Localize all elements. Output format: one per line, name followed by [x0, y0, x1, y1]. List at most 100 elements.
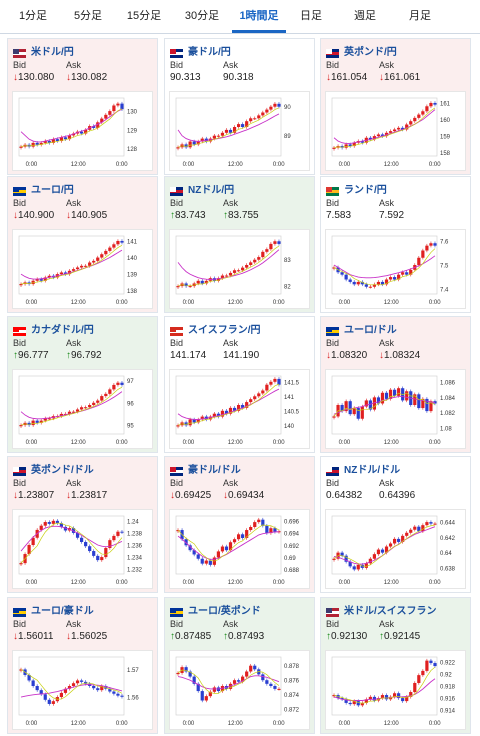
rate-chart[interactable]: 141.5 141 140.5 140 0:00 12:00 0:00 — [169, 369, 310, 449]
rate-chart[interactable]: 1.57 1.56 0:00 12:00 0:00 — [12, 650, 153, 730]
rate-card[interactable]: ユーロ/ドル Bid Ask ↓1.08320 ↓1.08324 1.086 1.084 1.… — [320, 316, 471, 453]
rate-chart[interactable]: 1.086 1.084 1.082 1.08 0:00 12:00 0:00 — [325, 369, 466, 449]
rate-chart[interactable]: 7.6 7.5 7.4 0:00 12:00 0:00 — [325, 229, 466, 309]
rate-chart[interactable]: 1.24 1.238 1.236 1.234 1.232 0:00 12:00 0:00 — [12, 509, 153, 589]
candle — [265, 525, 269, 534]
tab-3[interactable]: 15分足 — [126, 10, 162, 22]
ask-label: Ask — [379, 619, 395, 629]
rate-chart[interactable]: 83 82 0:00 12:00 0:00 — [169, 229, 310, 309]
candle — [196, 280, 200, 284]
rate-card[interactable]: 英ポンド/ドル Bid Ask ↓1.23807 ↓1.23817 1.24 1.238 1.… — [7, 456, 158, 593]
arrow-down-icon: ↓ — [379, 72, 384, 83]
plot-frame — [18, 656, 125, 716]
candle — [192, 550, 196, 555]
rate-card[interactable]: カナダドル/円 Bid Ask ↑96.777 ↑96.792 97 96 95 0:00 12:… — [7, 316, 158, 453]
tab-7[interactable]: 週足 — [354, 10, 376, 22]
rate-card[interactable]: 英ポンド/円 Bid Ask ↓161.054 ↓161.061 161 160 159 158… — [320, 38, 471, 175]
rate-chart[interactable]: 0.644 0.642 0.64 0.638 0:00 12:00 0:00 — [325, 509, 466, 589]
short-moving-average-line — [20, 522, 123, 564]
pair-title[interactable]: 米ドル/スイスフラン — [344, 606, 437, 617]
ask-value: 90.318 — [223, 72, 254, 83]
tab-1[interactable]: 1分足 — [18, 10, 48, 22]
tab-5[interactable]: 1時間足 — [232, 0, 286, 33]
rate-card[interactable]: ユーロ/英ポンド Bid Ask ↑0.87485 ↑0.87493 0.878 0.876… — [164, 597, 315, 734]
pair-title[interactable]: 米ドル/円 — [31, 47, 74, 58]
candle — [220, 410, 225, 417]
tab-6[interactable]: 日足 — [300, 10, 322, 22]
moving-average-line — [20, 525, 123, 552]
rate-card[interactable]: NZドル/ドル Bid Ask 0.64382 0.64396 0.644 0.642 0.6… — [320, 456, 471, 593]
candle — [116, 531, 120, 536]
pair-title[interactable]: ユーロ/豪ドル — [31, 606, 94, 617]
rate-chart[interactable]: 161 160 159 158 0:00 12:00 0:00 — [325, 91, 466, 171]
pair-title[interactable]: 豪ドル/ドル — [188, 465, 241, 476]
pair-title[interactable]: 英ポンド/円 — [344, 47, 397, 58]
ask-value-wrap: ↓161.061 — [379, 72, 420, 83]
pair-title[interactable]: ユーロ/円 — [31, 185, 74, 196]
y-tick-label: 1.08 — [440, 426, 452, 432]
ask-label: Ask — [223, 338, 239, 348]
candle — [79, 265, 84, 268]
candle — [192, 419, 196, 423]
pair-title[interactable]: 豪ドル/円 — [188, 47, 231, 58]
pair-title[interactable]: ユーロ/ドル — [344, 325, 397, 336]
rate-card[interactable]: ユーロ/豪ドル Bid Ask ↓1.56011 ↓1.56025 1.57 1.56 0:0… — [7, 597, 158, 734]
candle — [55, 520, 59, 524]
pair-title[interactable]: ユーロ/英ポンド — [188, 606, 261, 617]
rate-chart[interactable]: 90 89 0:00 12:00 0:00 — [169, 91, 310, 171]
candle — [120, 382, 124, 385]
candle — [364, 699, 368, 703]
candle — [236, 680, 241, 682]
rate-chart[interactable]: 141 140 139 138 0:00 12:00 0:00 — [12, 229, 153, 309]
rate-chart[interactable]: 0.922 0.92 0.918 0.916 0.914 0:00 12:00 0:00 — [325, 650, 466, 730]
bid-value: 83.743 — [175, 210, 206, 221]
candle — [67, 686, 72, 689]
candle — [104, 686, 108, 689]
rate-card[interactable]: 豪ドル/ドル Bid Ask ↓0.69425 ↓0.69434 0.696 0.694 0.… — [164, 456, 315, 593]
rate-chart[interactable]: 97 96 95 0:00 12:00 0:00 — [12, 369, 153, 449]
rate-chart[interactable]: 0.878 0.876 0.874 0.872 0:00 12:00 0:00 — [169, 650, 310, 730]
rate-chart[interactable]: 130 129 128 0:00 12:00 0:00 — [12, 91, 153, 171]
moving-average-line — [20, 684, 123, 698]
candle — [257, 519, 261, 523]
candle — [388, 131, 393, 133]
pair-title[interactable]: ランド/円 — [344, 185, 387, 196]
candle — [43, 277, 47, 281]
y-tick-label: 0.876 — [284, 679, 300, 685]
rate-card[interactable]: ユーロ/円 Bid Ask ↓140.900 ↓140.905 141 140 139 138 0… — [7, 176, 158, 313]
y-tick-label: 0.914 — [440, 709, 456, 715]
candle — [31, 537, 35, 545]
plot-frame — [175, 97, 282, 157]
ask-label: Ask — [379, 198, 395, 208]
x-tick-label: 12:00 — [228, 300, 244, 306]
candle — [19, 146, 23, 148]
pair-title[interactable]: NZドル/ドル — [344, 465, 401, 476]
candle — [425, 245, 429, 251]
candle — [405, 391, 409, 401]
rate-chart[interactable]: 0.696 0.694 0.692 0.69 0.688 0:00 12:00 0:00 — [169, 509, 310, 589]
candle — [108, 111, 112, 115]
pair-title[interactable]: カナダドル/円 — [31, 325, 94, 336]
rate-card[interactable]: ランド/円 Bid Ask 7.583 7.592 7.6 7.5 7.4 0:00 12:00 0… — [320, 176, 471, 313]
pair-title[interactable]: NZドル/円 — [188, 185, 235, 196]
tab-8[interactable]: 月足 — [409, 10, 431, 22]
tab-4[interactable]: 30分足 — [184, 10, 220, 22]
candle — [413, 117, 417, 122]
rate-card[interactable]: 米ドル/スイスフラン Bid Ask ↑0.92130 ↑0.92145 0.922 0.9… — [320, 597, 471, 734]
ask-value: 161.061 — [384, 72, 421, 83]
tab-2[interactable]: 5分足 — [73, 10, 103, 22]
rate-card[interactable]: NZドル/円 Bid Ask ↑83.743 ↑83.755 83 82 0:00 12:00 0… — [164, 176, 315, 313]
candle — [241, 124, 245, 127]
pair-title[interactable]: スイスフラン/円 — [188, 325, 261, 336]
candle — [397, 538, 401, 542]
ask-value: 96.792 — [71, 350, 102, 361]
x-tick-label: 0:00 — [183, 162, 195, 168]
rate-card[interactable]: 米ドル/円 Bid Ask ↓130.080 ↓130.082 130 129 128 0:00… — [7, 38, 158, 175]
candle — [84, 541, 88, 547]
rate-card[interactable]: スイスフラン/円 Bid Ask 141.174 141.190 141.5 141 140.… — [164, 316, 315, 453]
rate-card[interactable]: 豪ドル/円 Bid Ask 90.313 90.318 90 89 0:00 12:00 0:00 — [164, 38, 315, 175]
candle — [176, 147, 180, 149]
candle — [344, 555, 348, 562]
pair-title[interactable]: 英ポンド/ドル — [31, 465, 94, 476]
candle — [265, 680, 269, 684]
